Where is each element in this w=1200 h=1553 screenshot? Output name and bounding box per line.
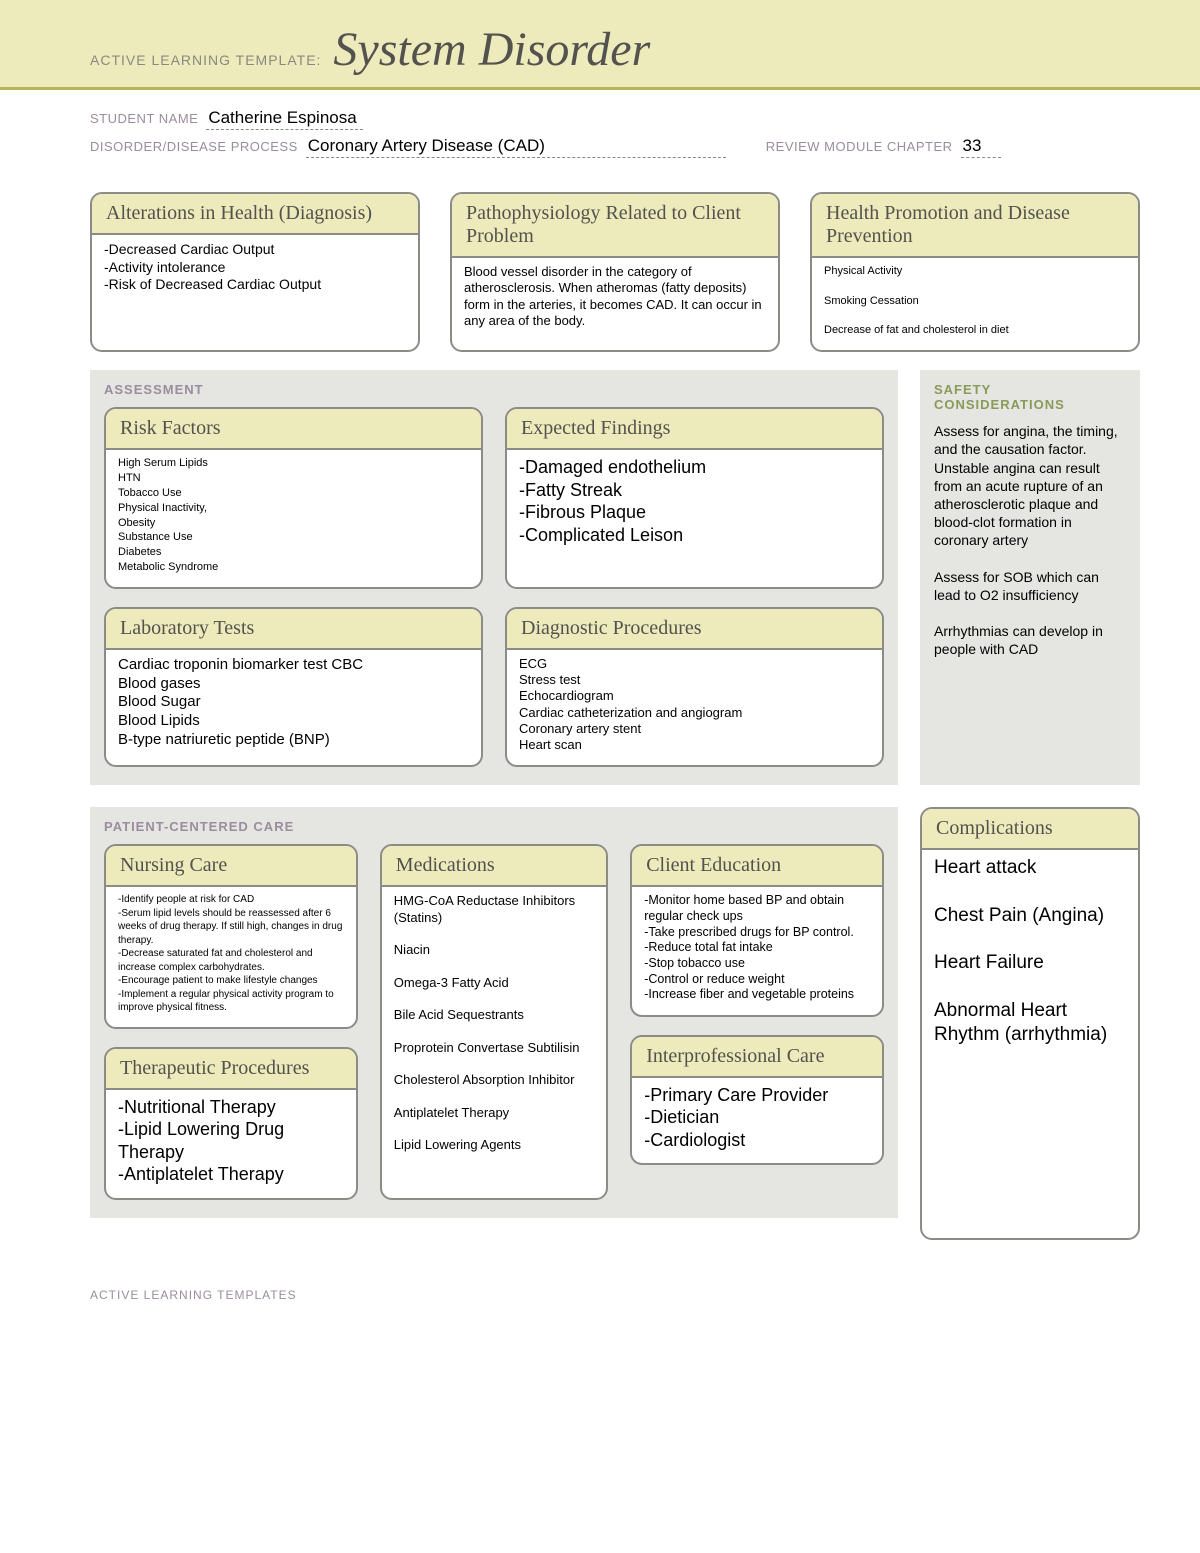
safety-body: Assess for angina, the timing, and the c… — [934, 422, 1126, 658]
edu-title: Client Education — [632, 846, 882, 887]
banner-label: ACTIVE LEARNING TEMPLATE: — [90, 52, 321, 68]
alterations-card: Alterations in Health (Diagnosis) -Decre… — [90, 192, 420, 352]
pcc-section: PATIENT-CENTERED CARE Nursing Care -Iden… — [90, 807, 898, 1218]
inter-body: -Primary Care Provider -Dietician -Cardi… — [632, 1078, 882, 1164]
promo-card: Health Promotion and Disease Prevention … — [810, 192, 1140, 352]
therapy-title: Therapeutic Procedures — [106, 1049, 356, 1090]
diag-body: ECG Stress test Echocardiogram Cardiac c… — [507, 650, 882, 766]
assessment-section: ASSESSMENT Risk Factors High Serum Lipid… — [90, 370, 898, 785]
complications-body: Heart attack Chest Pain (Angina) Heart F… — [922, 850, 1138, 1058]
findings-body: -Damaged endothelium -Fatty Streak -Fibr… — [507, 450, 882, 558]
diag-card: Diagnostic Procedures ECG Stress test Ec… — [505, 607, 884, 768]
therapy-card: Therapeutic Procedures -Nutritional Ther… — [104, 1047, 358, 1200]
meds-title: Medications — [382, 846, 606, 887]
risk-body: High Serum Lipids HTN Tobacco Use Physic… — [106, 450, 481, 587]
patho-card: Pathophysiology Related to Client Proble… — [450, 192, 780, 352]
meds-card: Medications HMG-CoA Reductase Inhibitors… — [380, 844, 608, 1200]
disorder-value: Coronary Artery Disease (CAD) — [306, 136, 726, 158]
inter-card: Interprofessional Care -Primary Care Pro… — [630, 1035, 884, 1166]
disorder-label: DISORDER/DISEASE PROCESS — [90, 139, 298, 154]
lab-title: Laboratory Tests — [106, 609, 481, 650]
diag-title: Diagnostic Procedures — [507, 609, 882, 650]
nursing-card: Nursing Care -Identify people at risk fo… — [104, 844, 358, 1029]
chapter-value: 33 — [961, 136, 1001, 158]
alterations-title: Alterations in Health (Diagnosis) — [92, 194, 418, 235]
complications-wrap: Complications Heart attack Chest Pain (A… — [920, 807, 1140, 1240]
risk-title: Risk Factors — [106, 409, 481, 450]
edu-body: -Monitor home based BP and obtain regula… — [632, 887, 882, 1014]
assessment-label: ASSESSMENT — [104, 382, 884, 397]
banner: ACTIVE LEARNING TEMPLATE: System Disorde… — [0, 0, 1200, 90]
inter-title: Interprofessional Care — [632, 1037, 882, 1078]
complications-card: Complications Heart attack Chest Pain (A… — [920, 807, 1140, 1240]
edu-card: Client Education -Monitor home based BP … — [630, 844, 884, 1016]
alterations-body: -Decreased Cardiac Output -Activity into… — [92, 235, 418, 306]
promo-title: Health Promotion and Disease Prevention — [812, 194, 1138, 258]
student-name-label: STUDENT NAME — [90, 111, 198, 126]
risk-card: Risk Factors High Serum Lipids HTN Tobac… — [104, 407, 483, 589]
complications-title: Complications — [922, 809, 1138, 850]
chapter-label: REVIEW MODULE CHAPTER — [766, 139, 953, 154]
nursing-body: -Identify people at risk for CAD -Serum … — [106, 887, 356, 1027]
pcc-label: PATIENT-CENTERED CARE — [104, 819, 884, 834]
footer: ACTIVE LEARNING TEMPLATES — [0, 1280, 1200, 1330]
nursing-title: Nursing Care — [106, 846, 356, 887]
safety-label: SAFETY CONSIDERATIONS — [934, 382, 1126, 412]
meds-body: HMG-CoA Reductase Inhibitors (Statins) N… — [382, 887, 606, 1165]
banner-title: System Disorder — [333, 22, 650, 77]
promo-body: Physical Activity Smoking Cessation Decr… — [812, 258, 1138, 350]
therapy-body: -Nutritional Therapy -Lipid Lowering Dru… — [106, 1090, 356, 1198]
lab-body: Cardiac troponin biomarker test CBC Bloo… — [106, 650, 481, 762]
findings-title: Expected Findings — [507, 409, 882, 450]
patho-title: Pathophysiology Related to Client Proble… — [452, 194, 778, 258]
patho-body: Blood vessel disorder in the category of… — [452, 258, 778, 341]
student-name-value: Catherine Espinosa — [206, 108, 362, 130]
content: STUDENT NAME Catherine Espinosa DISORDER… — [0, 90, 1200, 1280]
safety-section: SAFETY CONSIDERATIONS Assess for angina,… — [920, 370, 1140, 785]
findings-card: Expected Findings -Damaged endothelium -… — [505, 407, 884, 589]
lab-card: Laboratory Tests Cardiac troponin biomar… — [104, 607, 483, 768]
